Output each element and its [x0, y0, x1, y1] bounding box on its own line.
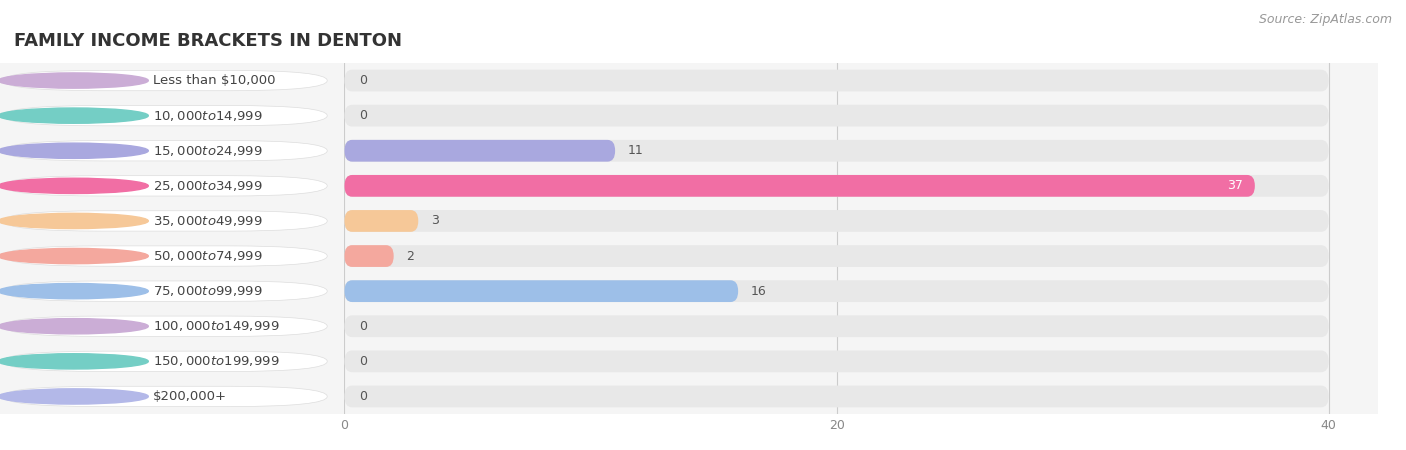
FancyBboxPatch shape	[344, 203, 1378, 238]
Circle shape	[0, 73, 148, 88]
Circle shape	[0, 108, 148, 123]
FancyBboxPatch shape	[344, 133, 1378, 168]
FancyBboxPatch shape	[344, 63, 1378, 98]
Text: 2: 2	[406, 250, 413, 262]
Text: 0: 0	[359, 390, 367, 403]
Text: $15,000 to $24,999: $15,000 to $24,999	[153, 144, 263, 158]
FancyBboxPatch shape	[344, 175, 1329, 197]
FancyBboxPatch shape	[344, 386, 1329, 407]
Circle shape	[0, 354, 148, 369]
FancyBboxPatch shape	[344, 140, 1329, 162]
Text: $25,000 to $34,999: $25,000 to $34,999	[153, 179, 263, 193]
FancyBboxPatch shape	[3, 316, 328, 337]
FancyBboxPatch shape	[344, 280, 1329, 302]
FancyBboxPatch shape	[344, 274, 1378, 309]
FancyBboxPatch shape	[0, 309, 344, 344]
Text: $10,000 to $14,999: $10,000 to $14,999	[153, 108, 263, 123]
FancyBboxPatch shape	[344, 245, 394, 267]
Text: $75,000 to $99,999: $75,000 to $99,999	[153, 284, 263, 298]
Text: 0: 0	[359, 355, 367, 368]
Text: Source: ZipAtlas.com: Source: ZipAtlas.com	[1258, 14, 1392, 27]
FancyBboxPatch shape	[0, 98, 344, 133]
FancyBboxPatch shape	[344, 98, 1378, 133]
FancyBboxPatch shape	[0, 203, 344, 238]
FancyBboxPatch shape	[3, 351, 328, 372]
FancyBboxPatch shape	[3, 281, 328, 302]
Circle shape	[0, 319, 148, 334]
Circle shape	[0, 248, 148, 264]
Text: FAMILY INCOME BRACKETS IN DENTON: FAMILY INCOME BRACKETS IN DENTON	[14, 32, 402, 50]
FancyBboxPatch shape	[344, 238, 1378, 274]
Text: 3: 3	[430, 215, 439, 227]
FancyBboxPatch shape	[344, 210, 419, 232]
Text: 37: 37	[1226, 180, 1243, 192]
FancyBboxPatch shape	[3, 70, 328, 91]
Text: 11: 11	[627, 144, 643, 157]
FancyBboxPatch shape	[344, 105, 1329, 126]
Text: $50,000 to $74,999: $50,000 to $74,999	[153, 249, 263, 263]
FancyBboxPatch shape	[344, 351, 1329, 372]
Text: 0: 0	[359, 320, 367, 333]
Circle shape	[0, 284, 148, 299]
FancyBboxPatch shape	[3, 105, 328, 126]
FancyBboxPatch shape	[3, 386, 328, 407]
FancyBboxPatch shape	[3, 176, 328, 196]
Text: $35,000 to $49,999: $35,000 to $49,999	[153, 214, 263, 228]
FancyBboxPatch shape	[3, 246, 328, 266]
FancyBboxPatch shape	[0, 238, 344, 274]
FancyBboxPatch shape	[344, 210, 1329, 232]
Text: 0: 0	[359, 74, 367, 87]
FancyBboxPatch shape	[0, 133, 344, 168]
Circle shape	[0, 213, 148, 229]
FancyBboxPatch shape	[344, 70, 1329, 91]
Text: $200,000+: $200,000+	[153, 390, 228, 403]
Text: $150,000 to $199,999: $150,000 to $199,999	[153, 354, 280, 369]
FancyBboxPatch shape	[344, 344, 1378, 379]
FancyBboxPatch shape	[0, 168, 344, 203]
Circle shape	[0, 143, 148, 158]
Text: 16: 16	[751, 285, 766, 297]
FancyBboxPatch shape	[344, 379, 1378, 414]
FancyBboxPatch shape	[0, 274, 344, 309]
Text: 0: 0	[359, 109, 367, 122]
FancyBboxPatch shape	[344, 280, 738, 302]
FancyBboxPatch shape	[344, 175, 1254, 197]
FancyBboxPatch shape	[344, 168, 1378, 203]
FancyBboxPatch shape	[0, 63, 344, 98]
FancyBboxPatch shape	[3, 211, 328, 231]
FancyBboxPatch shape	[344, 140, 616, 162]
FancyBboxPatch shape	[0, 379, 344, 414]
FancyBboxPatch shape	[344, 245, 1329, 267]
FancyBboxPatch shape	[344, 315, 1329, 337]
FancyBboxPatch shape	[0, 344, 344, 379]
Text: $100,000 to $149,999: $100,000 to $149,999	[153, 319, 280, 333]
Circle shape	[0, 178, 148, 194]
Circle shape	[0, 389, 148, 404]
FancyBboxPatch shape	[3, 140, 328, 161]
FancyBboxPatch shape	[344, 309, 1378, 344]
Text: Less than $10,000: Less than $10,000	[153, 74, 276, 87]
